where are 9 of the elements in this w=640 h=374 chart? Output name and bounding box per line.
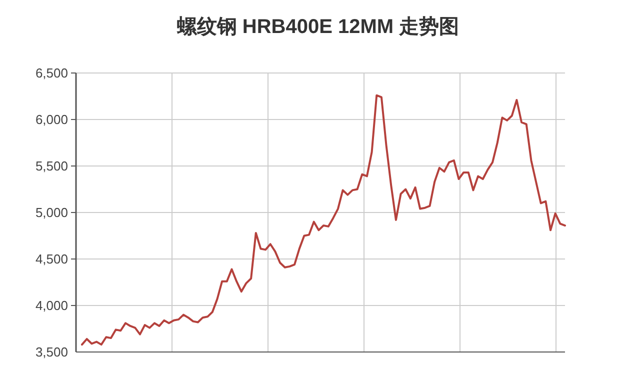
line-series <box>81 94 566 346</box>
y-tick-label: 6,500 <box>35 66 68 81</box>
y-tick-label: 4,000 <box>35 298 68 314</box>
y-tick-label: 6,000 <box>35 112 68 128</box>
y-tick-label: 4,500 <box>35 252 68 267</box>
chart-title: 螺纹钢 HRB400E 12MM 走势图 <box>176 16 460 38</box>
y-tick-label: 5,500 <box>35 158 68 174</box>
y-tick-label: 5,000 <box>35 205 68 220</box>
y-tick-label: 3,500 <box>35 344 68 360</box>
